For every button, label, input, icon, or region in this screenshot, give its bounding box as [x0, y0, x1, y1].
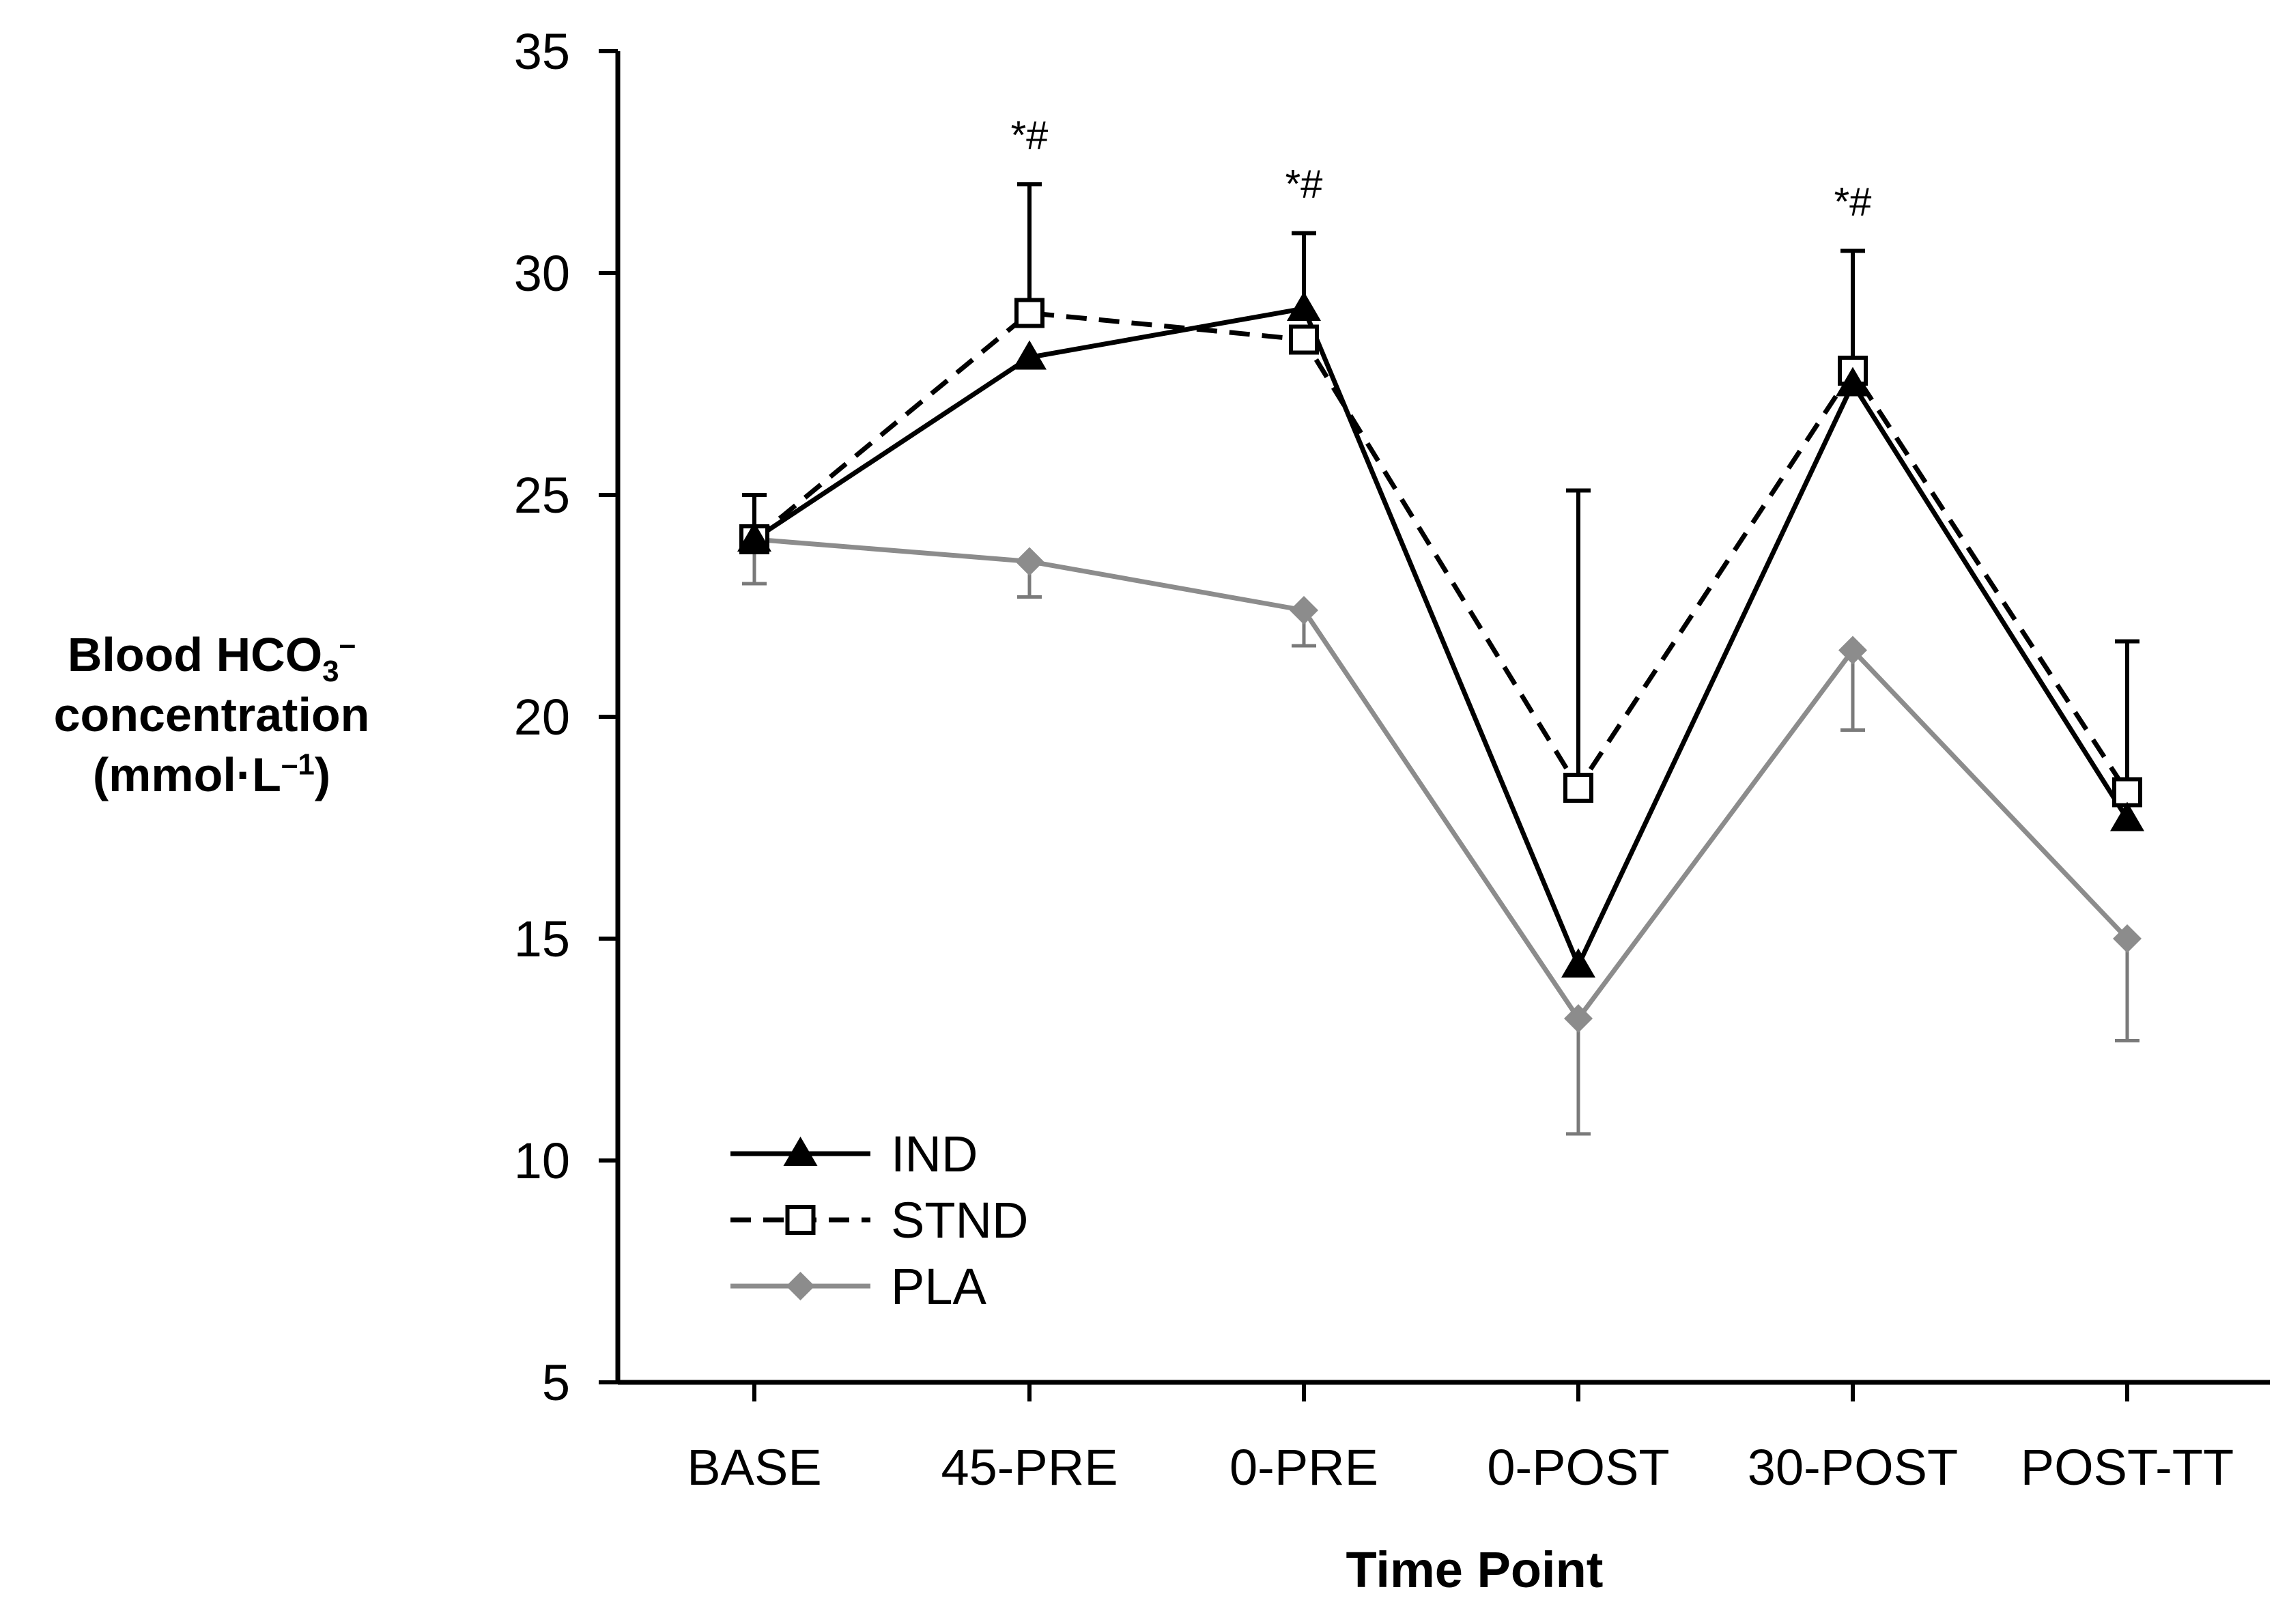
x-tick-label: POST-TT [2021, 1439, 2234, 1496]
series-markers [737, 291, 2144, 1033]
x-tick-label: 45-PRE [941, 1439, 1118, 1496]
y-axis-label-line-3: (mmol·L–1) [92, 747, 331, 801]
series-lines [752, 306, 2129, 1021]
data-point-stnd [2112, 777, 2142, 808]
legend-marker-pla [786, 1272, 815, 1300]
data-point-stnd [1014, 298, 1044, 328]
data-point-pla [1015, 547, 1044, 576]
axes: 5 10 15 20 25 30 35 BASE 45-PRE 0-PRE 0-POST 30-POS… [514, 23, 2270, 1496]
data-point-ind [1836, 367, 1870, 397]
y-axis-label: Blood HCO3– concentration (mmol·L–1) [0, 625, 423, 805]
data-point-stnd [1563, 773, 1593, 803]
series-line-ind [753, 306, 2129, 968]
legend: IND STND PLA [730, 1126, 1028, 1315]
significance-annotation: *# [1285, 162, 1323, 207]
legend-marker-ind [783, 1137, 818, 1166]
y-tick-label: 10 [514, 1132, 570, 1189]
annotations: *# *# *# [1011, 113, 1872, 225]
legend-label-stnd: STND [891, 1192, 1028, 1249]
error-bars [742, 182, 2139, 1136]
legend-marker-stnd [785, 1205, 816, 1235]
data-point-ind [1012, 340, 1047, 370]
data-point-pla [1564, 1004, 1593, 1033]
y-tick-label: 25 [514, 467, 570, 524]
legend-label-pla: PLA [891, 1258, 987, 1315]
legend-label-ind: IND [891, 1126, 978, 1182]
data-point-stnd [1289, 324, 1319, 355]
y-tick-label: 15 [514, 911, 570, 967]
y-tick-label: 30 [514, 245, 570, 302]
y-tick-label: 20 [514, 689, 570, 745]
data-point-ind [1287, 291, 1321, 321]
x-tick-label: 30-POST [1748, 1439, 1958, 1496]
y-tick-label: 35 [514, 23, 570, 80]
data-point-ind [2110, 801, 2144, 831]
x-tick-label: 0-POST [1487, 1439, 1669, 1496]
y-axis-label-line-2: concentration [53, 688, 370, 741]
y-axis-label-line-1: Blood HCO3– [67, 627, 356, 688]
data-point-pla [1290, 596, 1318, 625]
significance-annotation: *# [1834, 180, 1872, 225]
y-tick-label: 5 [542, 1354, 570, 1411]
data-point-ind [737, 522, 771, 552]
data-point-ind [1561, 948, 1595, 978]
data-point-pla [2113, 924, 2142, 953]
series-line-stnd [752, 311, 2129, 794]
x-tick-label: BASE [687, 1439, 821, 1496]
x-axis-label: Time Point [1346, 1541, 1604, 1598]
series-line-pla [754, 537, 2129, 1021]
x-tick-label: 0-PRE [1229, 1439, 1378, 1496]
data-point-pla [1838, 636, 1867, 665]
significance-annotation: *# [1011, 113, 1049, 158]
